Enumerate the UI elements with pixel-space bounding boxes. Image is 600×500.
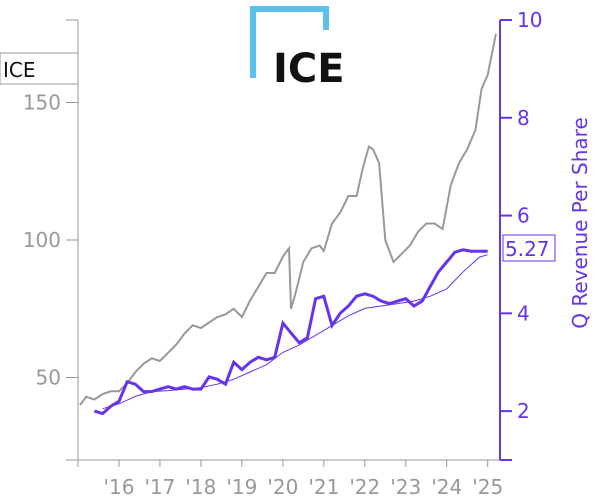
x-tick-label: '16 <box>103 475 134 499</box>
x-tick-label: '19 <box>226 475 257 499</box>
right-tick-label: 6 <box>517 204 530 228</box>
x-tick-label: '23 <box>390 475 421 499</box>
revenue-trend-line <box>102 254 488 410</box>
last-value-badge: 5.27 <box>502 234 556 262</box>
x-tick-label: '18 <box>185 475 216 499</box>
last-value-box <box>502 234 556 262</box>
logo-text: ICE <box>273 46 345 92</box>
price-line <box>79 33 497 406</box>
right-tick-label: 4 <box>517 301 530 325</box>
x-tick-label: '22 <box>349 475 380 499</box>
right-tick-label: 8 <box>517 106 530 130</box>
ticker-badge: ICE <box>0 52 79 85</box>
ticker-badge-box <box>0 52 79 85</box>
right-axis-title: Q Revenue Per Share <box>568 117 592 329</box>
x-tick-label: '21 <box>308 475 339 499</box>
revenue-line <box>93 248 488 416</box>
right-tick-label: 2 <box>517 399 530 423</box>
x-axis-ticks: '16 '17 '18 '19 '20 '21 '22 '23 '24 '25 <box>77 460 503 499</box>
ticker-label: ICE <box>3 58 36 82</box>
left-tick-label: 50 <box>36 366 61 390</box>
right-axis-ticks: 2 4 6 8 10 <box>500 8 542 461</box>
ice-logo: ICE <box>250 6 345 92</box>
right-tick-label: 10 <box>517 8 542 32</box>
left-tick-label: 150 <box>23 91 61 115</box>
logo-bracket <box>250 6 329 78</box>
left-tick-label: 100 <box>23 228 61 252</box>
x-tick-label: '17 <box>144 475 175 499</box>
x-tick-label: '24 <box>431 475 462 499</box>
x-tick-label: '20 <box>267 475 298 499</box>
left-axis-ticks: 50 100 150 <box>23 19 78 461</box>
x-tick-label: '25 <box>472 475 503 499</box>
last-value-label: 5.27 <box>505 237 550 261</box>
